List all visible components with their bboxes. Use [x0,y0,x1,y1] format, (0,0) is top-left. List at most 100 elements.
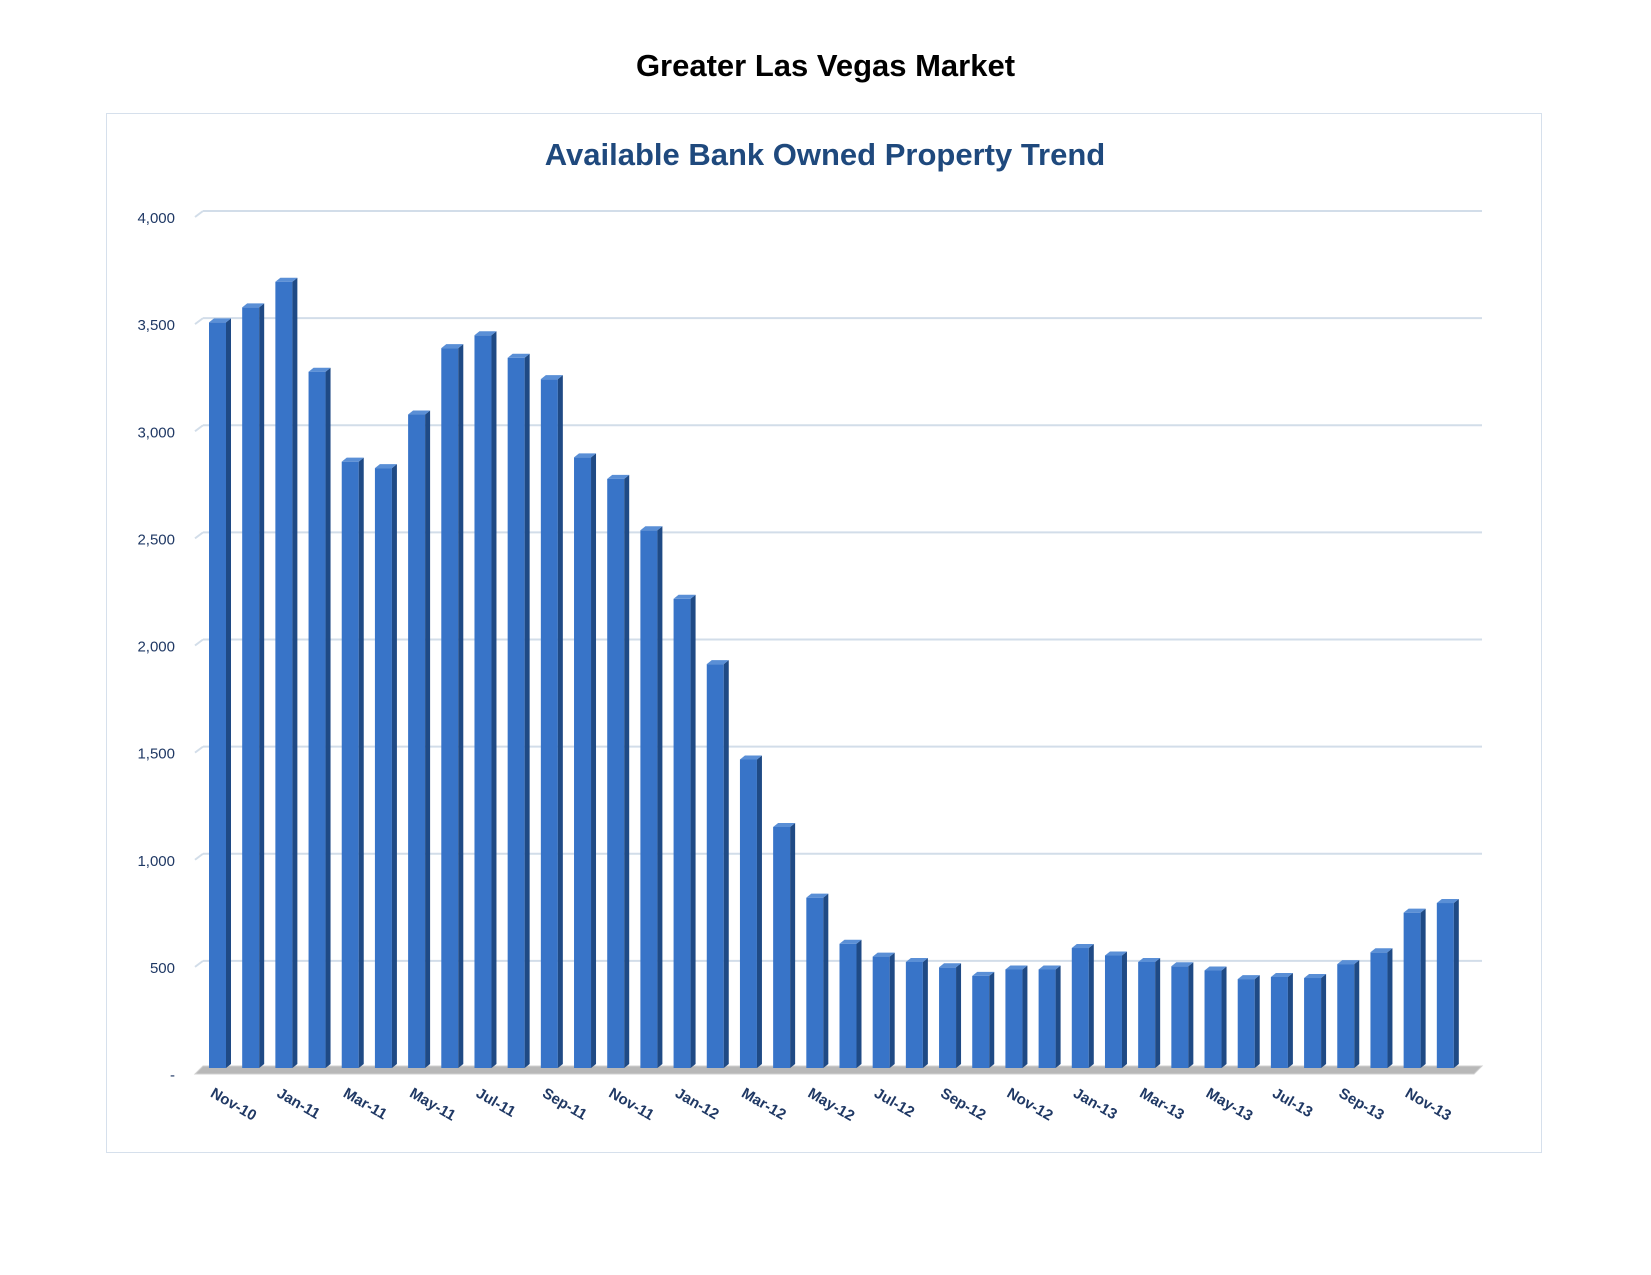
x-tick-label: Jul-13 [1269,1085,1315,1121]
y-tick-label: 4,000 [137,210,175,227]
gridline-depth [194,638,204,647]
bar-side [1022,965,1028,1068]
bar-side [259,303,265,1069]
bar-side [1055,965,1061,1068]
bar-side [723,660,729,1068]
bar-top [806,893,829,898]
bar-top [905,957,928,962]
bar [839,943,857,1068]
bar-side [325,367,331,1068]
x-tick-label: Jan-13 [1070,1085,1120,1123]
bar [905,961,923,1068]
bar-side [657,526,663,1068]
gridline-depth [194,852,204,861]
bar-top [209,318,231,323]
bar-top [939,963,962,968]
bar-side [690,594,696,1068]
x-tick-label: Jul-12 [871,1085,917,1121]
bar-top [1436,899,1459,904]
bar-top [242,303,265,308]
chart-frame [106,113,1542,1153]
bar-top [1171,962,1194,967]
bar-top [607,474,630,479]
bar [972,975,990,1068]
bar-side [624,474,630,1068]
x-tick-label: Mar-12 [738,1085,788,1124]
bar-side [1221,966,1227,1068]
bar-side [1088,944,1094,1068]
bar-top [1403,908,1426,913]
gridline-depth [194,960,204,968]
bar [607,478,625,1068]
bar [1104,955,1122,1068]
x-tick-label: Sep-11 [539,1085,589,1124]
x-tick-label: May-11 [407,1085,459,1125]
bar [275,281,293,1068]
bar [939,967,957,1068]
x-tick-label: Nov-11 [606,1085,657,1124]
bar-top [441,344,464,349]
bar-top [1005,965,1028,970]
bar-side [358,457,364,1068]
bar-top [739,755,762,760]
y-tick-label: - [170,1067,175,1084]
bar [1071,948,1089,1068]
bar [640,530,658,1068]
bar-side [1387,948,1393,1068]
bar-side [491,331,497,1068]
gridline-depth [194,745,204,754]
bar [773,826,791,1068]
bar-side [1420,908,1426,1068]
bar-side [1254,975,1260,1068]
bar-side [922,957,928,1068]
bar-side [889,952,895,1068]
bar-top [374,464,397,469]
x-tick-label: May-13 [1203,1085,1256,1125]
bar [1005,969,1023,1068]
chart-title: Available Bank Owned Property Trend [545,137,1105,172]
bar-side [756,755,762,1068]
bar-side [524,353,530,1069]
bar-top [640,526,663,531]
x-tick-label: Jul-11 [473,1085,518,1121]
bar [1171,966,1189,1068]
bar [1204,970,1222,1068]
bar [1403,912,1421,1068]
gridline-depth [194,424,204,433]
bar [308,371,326,1068]
bar [242,307,260,1069]
bar-top [872,952,895,957]
bar-top [540,375,563,380]
x-tick-label: Sep-13 [1336,1085,1387,1124]
y-tick-label: 3,000 [137,424,175,441]
bar-top [275,277,298,282]
bar [1436,903,1454,1068]
bar [507,357,525,1069]
x-tick-label: Mar-11 [340,1085,390,1123]
bar-top [1204,966,1227,971]
bar-top [1237,975,1260,980]
bar-side [790,822,796,1068]
bar-side [956,963,962,1068]
bar-top [1270,972,1293,977]
bar-top [1104,951,1127,956]
y-tick-label: 1,000 [137,853,175,870]
bar-top [1071,944,1094,949]
bar [1138,961,1156,1068]
x-tick-label: Nov-10 [208,1085,260,1125]
gridline-depth [194,531,204,540]
bar-side [591,453,597,1068]
bar [209,322,226,1068]
y-tick-label: 2,500 [137,531,175,548]
bar-top [1138,957,1161,962]
bar-side [989,971,995,1068]
bar [706,664,724,1068]
bar-side [292,277,298,1068]
bar-top [1304,974,1327,979]
bar-top [507,353,530,358]
bar [1304,978,1322,1068]
bar-side [823,893,829,1068]
bar [408,414,426,1069]
x-tick-label: Nov-13 [1402,1085,1454,1125]
